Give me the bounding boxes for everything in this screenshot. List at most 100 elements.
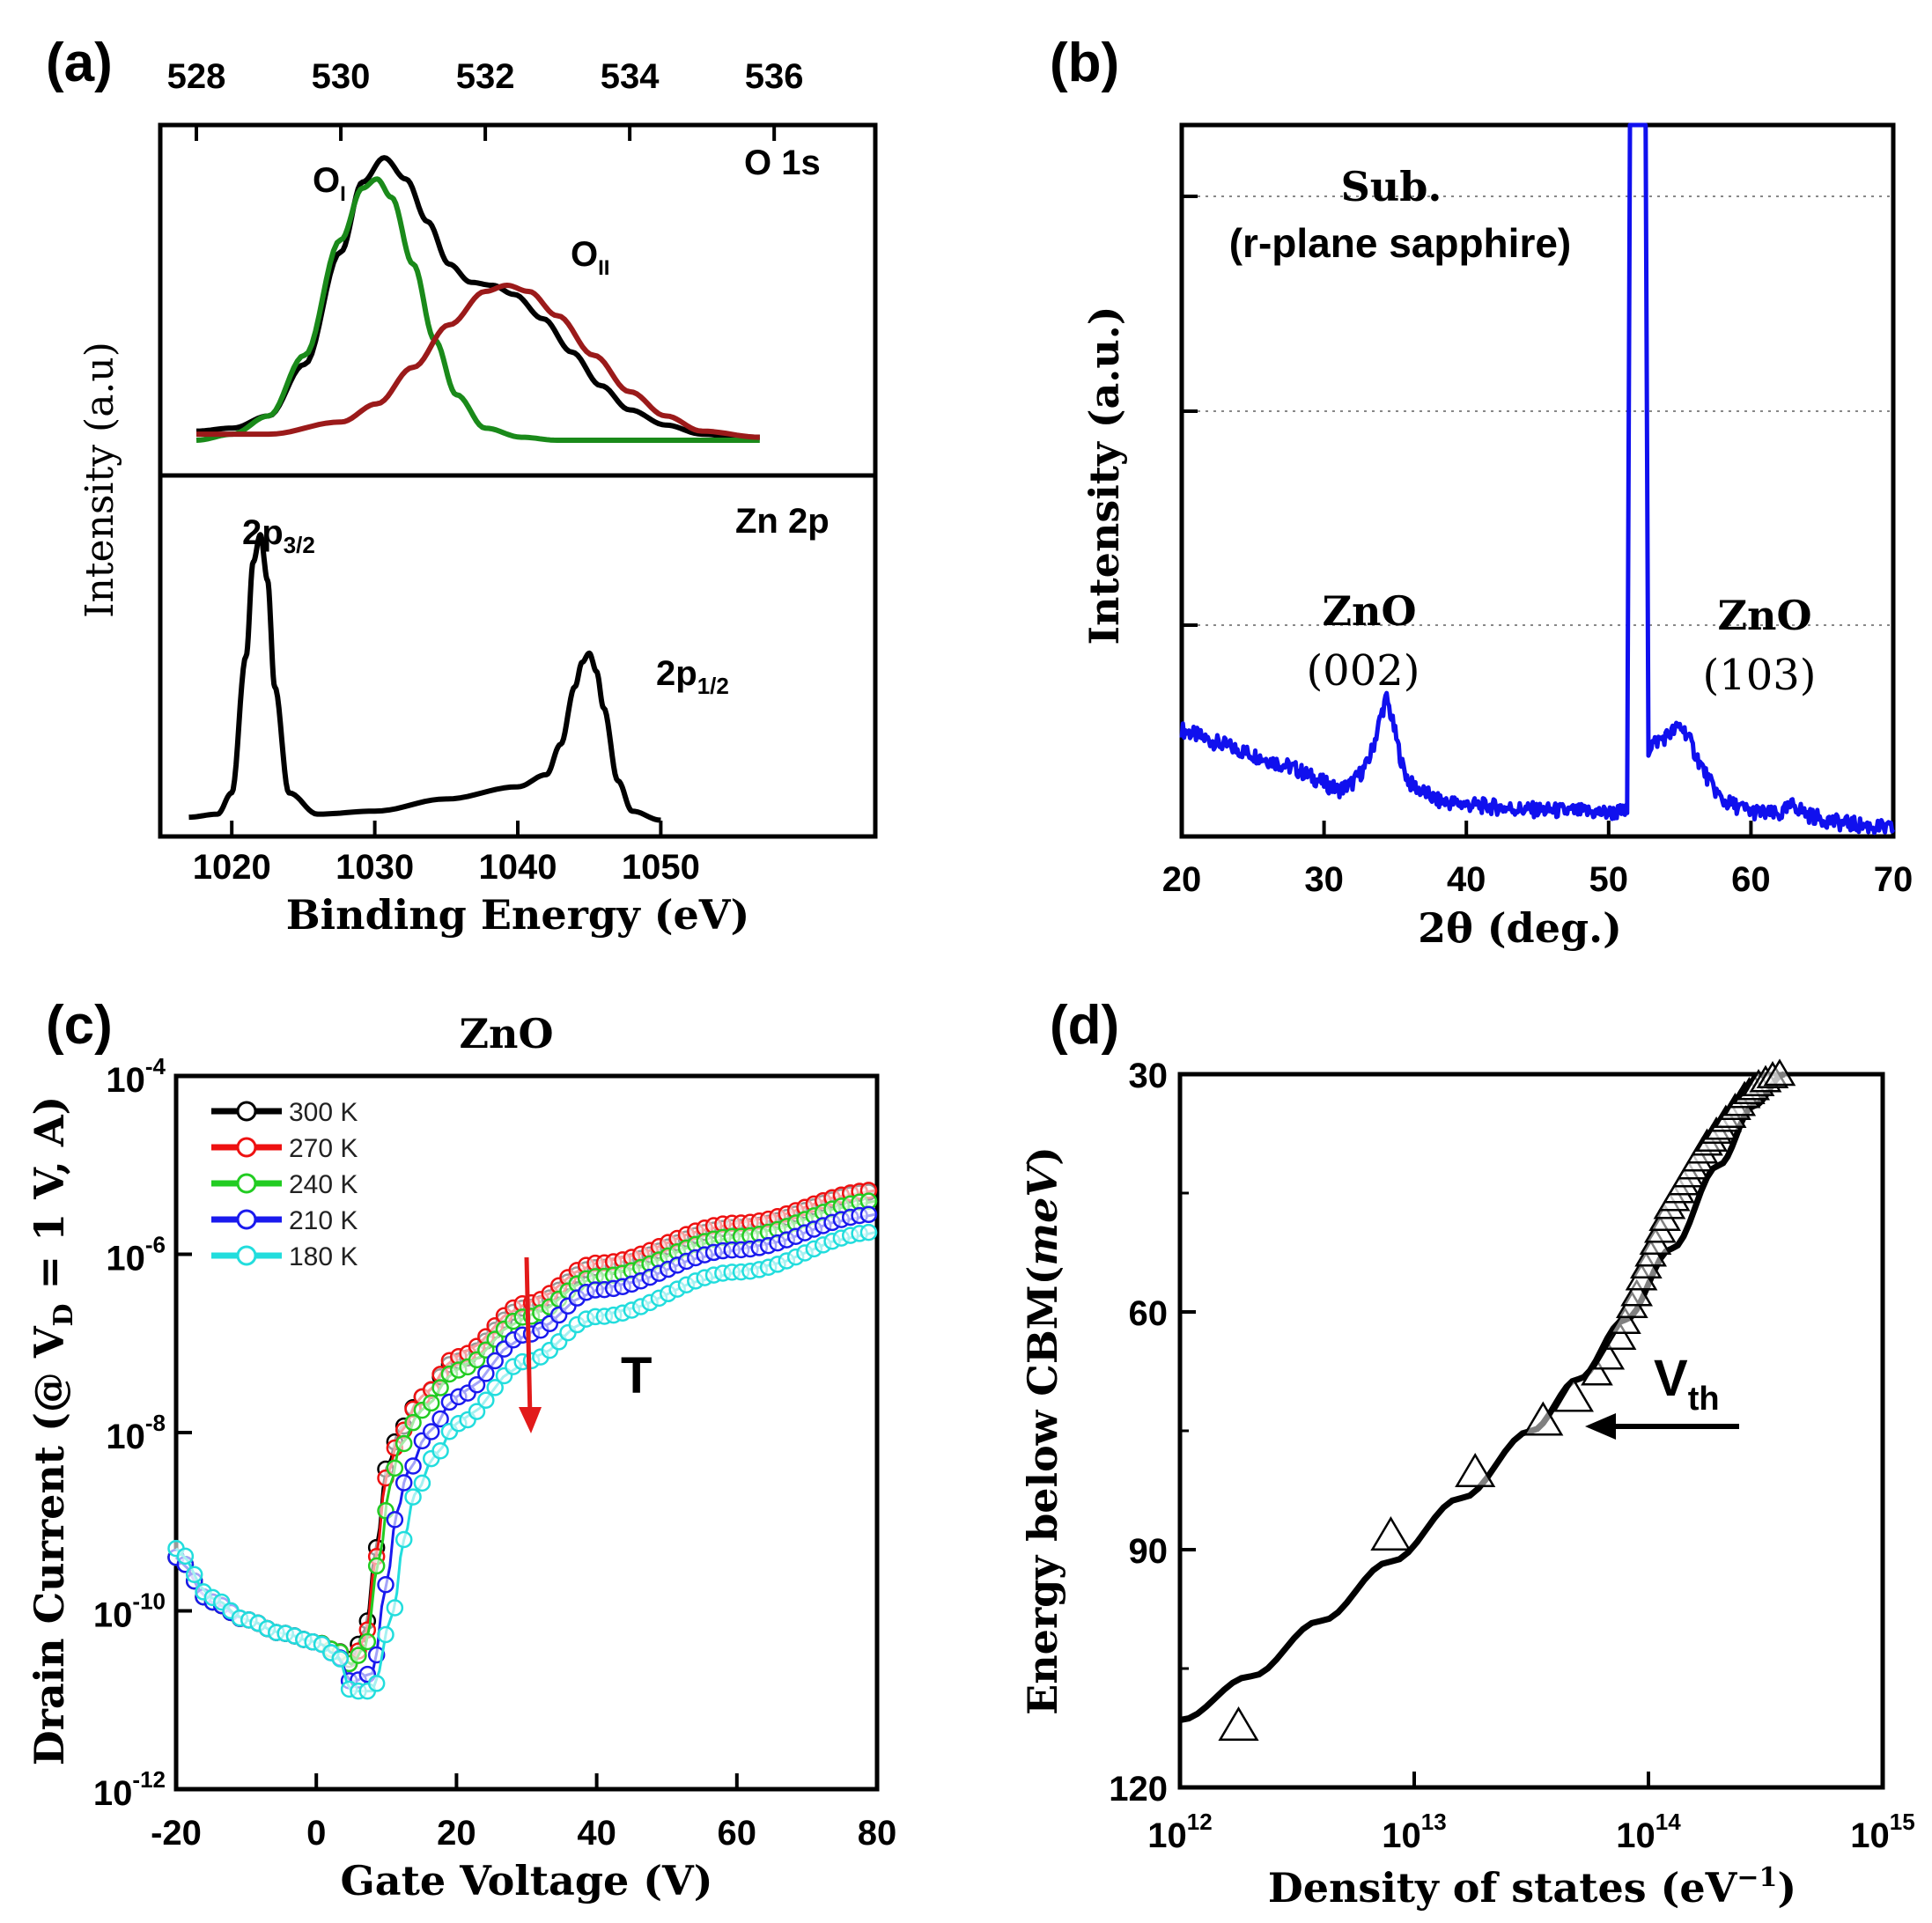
2p12-label: 2p1/2 <box>656 654 729 699</box>
temperature-arrow-head <box>519 1407 542 1433</box>
x-tick-label: 50 <box>1589 860 1629 899</box>
y-tick-label: 10-4 <box>106 1053 166 1100</box>
x-tick-label: 40 <box>577 1814 616 1853</box>
data-point <box>377 1625 395 1644</box>
y-tick-exponent: -10 <box>132 1588 166 1615</box>
panel-label-c: (c) <box>46 995 113 1056</box>
x-tick-label: 60 <box>718 1814 757 1853</box>
data-point <box>350 1647 367 1664</box>
data-point <box>367 1675 386 1692</box>
zn2p-series-line <box>188 532 661 823</box>
data-point <box>395 1530 413 1549</box>
panel-label-d: (d) <box>1050 995 1119 1056</box>
x-tick-label: 0 <box>306 1814 326 1853</box>
y-tick-label: 90 <box>1129 1532 1169 1571</box>
xrd-series-line <box>1179 122 1896 836</box>
y-tick-label: 10-12 <box>93 1766 166 1813</box>
y-tick-exponent: -8 <box>145 1410 166 1436</box>
x-tick-base: 10 <box>1850 1816 1890 1855</box>
data-point <box>386 1459 404 1477</box>
x-tick-label: 60 <box>1731 860 1771 899</box>
data-point <box>486 1352 504 1370</box>
data-point <box>386 1599 404 1617</box>
panel-a-bottom-ticks: 1020 1030 1040 1050 <box>193 821 700 887</box>
data-point <box>477 1365 495 1382</box>
x-tick-label: -20 <box>151 1814 202 1853</box>
temperature-arrow-shaft <box>524 1256 533 1418</box>
y-tick-label: 10-8 <box>106 1410 166 1456</box>
x-tick-base: 10 <box>1147 1816 1187 1855</box>
data-point <box>431 1410 449 1428</box>
zno-103-index: (103) <box>1702 651 1816 700</box>
data-point <box>367 1557 386 1575</box>
panel-label-b: (b) <box>1050 33 1119 93</box>
dos-data-point <box>1581 1358 1613 1386</box>
legend-marker <box>236 1245 257 1266</box>
dos-data-point <box>1552 1377 1594 1412</box>
data-point <box>468 1376 486 1394</box>
panel-d-curves <box>1179 1058 1796 1741</box>
data-point <box>422 1394 440 1412</box>
panel-a-frame <box>158 122 878 839</box>
x-tick-base: 10 <box>1382 1816 1421 1855</box>
sub-label: Sub. <box>1341 163 1442 210</box>
legend-marker <box>236 1137 257 1158</box>
o1s-label: O 1s <box>744 144 821 182</box>
vth-label: Vth <box>1654 1350 1720 1418</box>
2p32-label: 2p3/2 <box>242 513 315 558</box>
panel-b-ylabel: Intensity (a.u.) <box>1080 306 1128 645</box>
data-point <box>477 1391 495 1410</box>
data-point <box>404 1488 422 1506</box>
data-point <box>431 1379 449 1396</box>
dos-data-point <box>1592 1342 1626 1370</box>
temperature-label: T <box>621 1347 652 1404</box>
y-tick-base: 10 <box>106 1240 145 1278</box>
oi-label: OI <box>313 161 346 206</box>
dos-data-point <box>1604 1323 1637 1350</box>
panel-d-xlabel: Density of states (eV−1) <box>1268 1862 1796 1912</box>
x-tick-label: 70 <box>1874 860 1914 899</box>
data-point <box>468 1403 486 1420</box>
panel-b-frame <box>1179 122 1896 839</box>
dos-data-point <box>1609 1307 1641 1334</box>
x-tick-exponent: 15 <box>1890 1809 1915 1835</box>
sapphire-label: (r-plane sapphire) <box>1229 220 1572 266</box>
oii-label: OII <box>571 235 609 280</box>
x-tick-exponent: 13 <box>1421 1809 1447 1835</box>
top-tick-label: 534 <box>601 57 660 96</box>
zn2p-label: Zn 2p <box>735 502 830 541</box>
data-point <box>185 1566 203 1583</box>
panel-c-curves <box>167 1182 878 1700</box>
y-tick-exponent: -6 <box>145 1232 166 1258</box>
panel-label-a: (a) <box>46 33 113 93</box>
data-point <box>859 1223 878 1241</box>
data-point <box>386 1511 404 1529</box>
x-tick-label: 1014 <box>1616 1809 1681 1855</box>
dos-data-point <box>1763 1058 1796 1087</box>
panel-a: 528 530 532 534 536 1020 1030 1040 1050 O 1s Zn… <box>77 57 878 939</box>
y-tick-base: 10 <box>106 1418 145 1456</box>
panel-b: 20 30 40 50 60 70 Sub. (r-plane sapphire) ZnO… <box>1080 122 1914 952</box>
x-tick-label: 20 <box>437 1814 476 1853</box>
data-point <box>395 1434 413 1453</box>
bottom-tick-label: 1050 <box>622 848 700 887</box>
y-tick-label: 120 <box>1109 1770 1168 1809</box>
legend-marker <box>236 1101 257 1122</box>
data-point <box>413 1474 431 1492</box>
x-tick-base: 10 <box>1616 1816 1655 1855</box>
zno-002-index: (002) <box>1306 646 1420 696</box>
y-tick-label: 60 <box>1129 1294 1169 1333</box>
x-tick-label: 80 <box>858 1814 897 1853</box>
data-point <box>358 1632 377 1651</box>
data-point <box>404 1457 422 1475</box>
legend-label: 210 K <box>289 1206 358 1235</box>
panel-b-xlabel: 2θ (deg.) <box>1418 904 1622 952</box>
dos-fit-line <box>1179 1071 1786 1723</box>
data-point <box>422 1423 440 1440</box>
top-tick-label: 530 <box>312 57 371 96</box>
top-tick-label: 532 <box>456 57 515 96</box>
data-point <box>477 1341 495 1359</box>
x-tick-label: 20 <box>1162 860 1202 899</box>
